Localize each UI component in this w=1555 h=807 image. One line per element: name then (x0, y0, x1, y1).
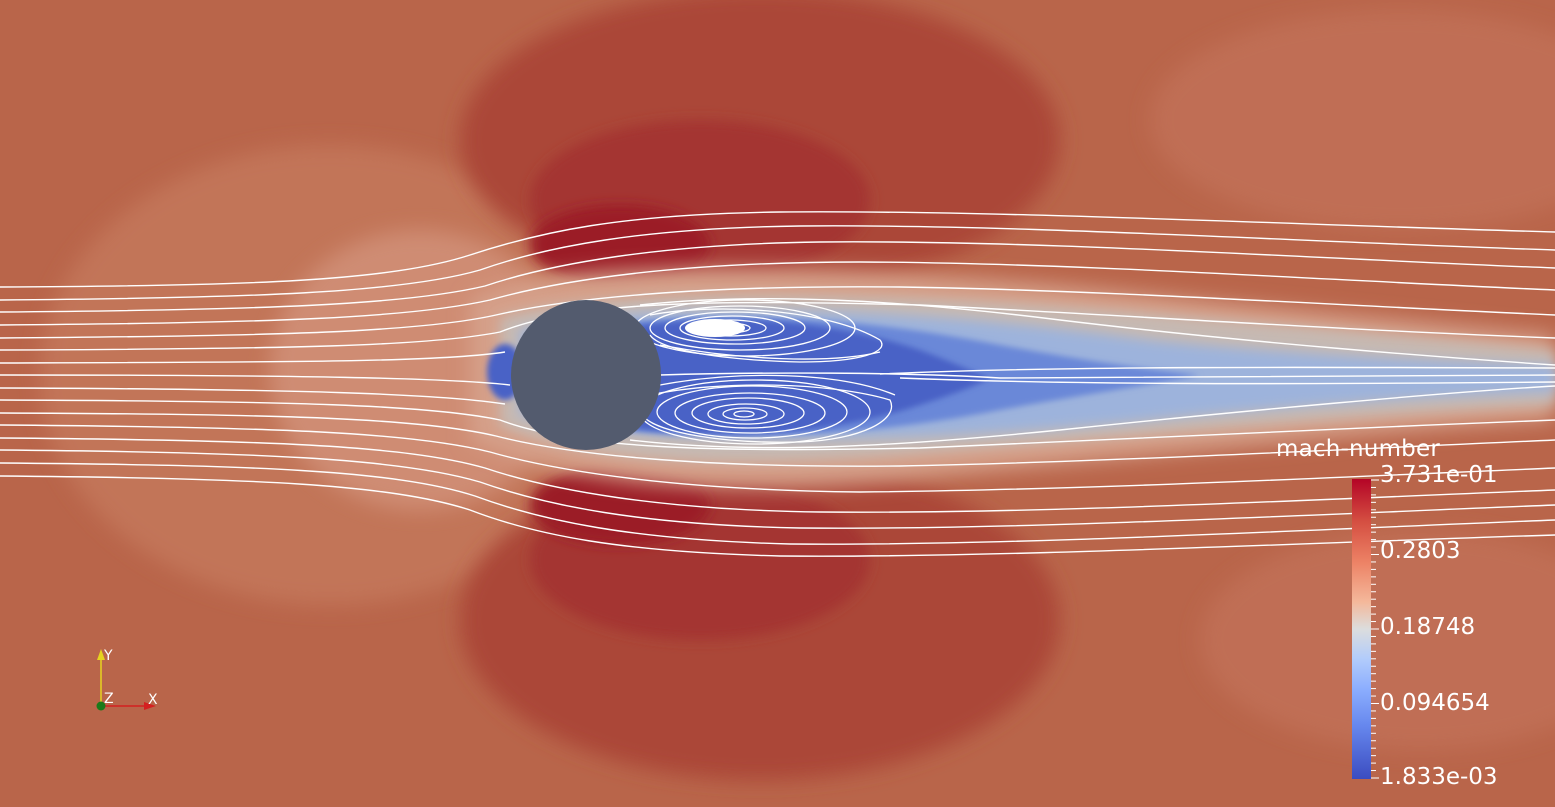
color-bar[interactable] (1352, 479, 1371, 779)
y-axis-arrow-icon (97, 649, 105, 660)
legend-label: 0.2803 (1380, 538, 1461, 564)
legend-title: mach-number (1276, 436, 1440, 462)
x-axis-label: X (148, 692, 158, 708)
color-bar-ticks (1371, 479, 1379, 779)
legend-min-label: 1.833e-03 (1380, 764, 1498, 790)
streamlines (0, 211, 1555, 557)
orientation-axes: Y Z X (88, 646, 168, 716)
cylinder-body[interactable] (511, 300, 661, 450)
legend-label: 0.18748 (1380, 614, 1476, 640)
upper-vortex-core (685, 319, 745, 337)
upper-vortex (634, 299, 883, 363)
lower-vortex (639, 374, 896, 445)
z-axis-label: Z (104, 691, 114, 707)
legend-label: 0.094654 (1380, 690, 1490, 716)
y-axis-label: Y (104, 648, 113, 664)
z-axis-dot-icon (96, 701, 106, 711)
legend-max-label: 3.731e-01 (1380, 462, 1498, 488)
x-axis-arrow-icon (144, 702, 156, 710)
